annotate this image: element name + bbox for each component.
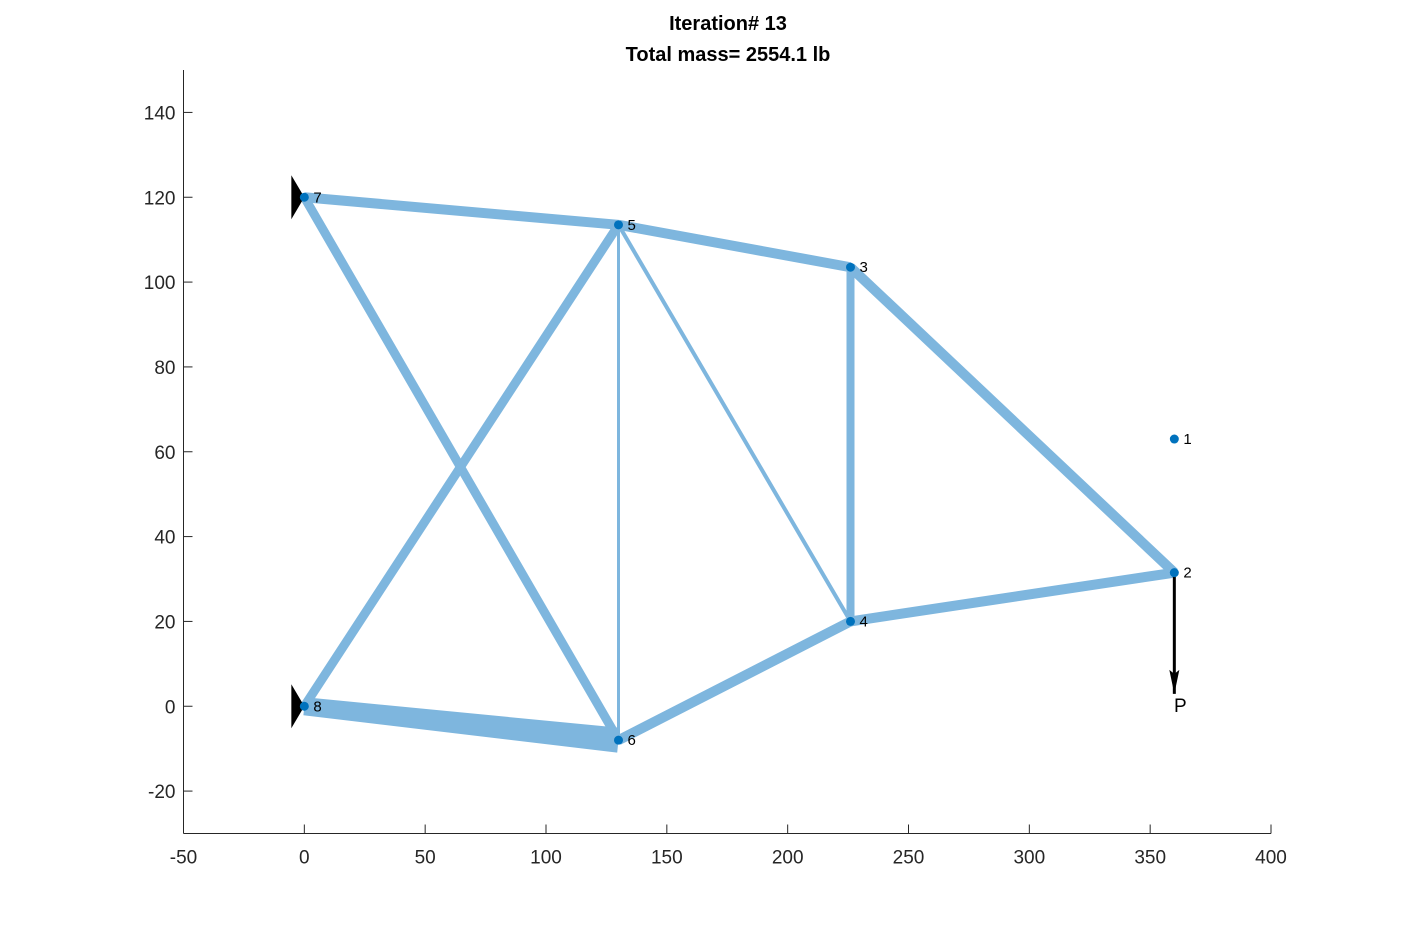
node-3 [846, 262, 855, 272]
x-tick-label: 0 [299, 848, 310, 869]
member-3-2 [847, 263, 1178, 577]
node-6 [614, 735, 623, 745]
y-tick-label: 40 [154, 528, 175, 549]
nodes-layer: 1 2 3 4 5 6 7 8 [299, 189, 1192, 749]
member-8-6 [303, 697, 620, 753]
load-layer: P [1169, 572, 1187, 717]
x-tick-label: 350 [1134, 848, 1166, 869]
x-tick-label: 50 [415, 848, 436, 869]
node-label-7: 7 [313, 189, 321, 206]
node-label-5: 5 [628, 217, 636, 234]
node-label-3: 3 [860, 259, 868, 276]
member-7-5 [303, 192, 619, 230]
y-tick-label: 140 [144, 103, 176, 124]
load-arrow-head [1169, 669, 1180, 694]
supports-layer [291, 175, 305, 729]
node-label-1: 1 [1183, 431, 1191, 448]
node-4 [846, 616, 855, 626]
node-8 [299, 701, 309, 711]
chart-subtitle: Total mass= 2554.1 lb [626, 44, 831, 66]
x-tick-label: 300 [1013, 848, 1045, 869]
node-label-8: 8 [313, 698, 321, 715]
node-label-6: 6 [628, 732, 636, 749]
node-7 [299, 192, 309, 202]
x-tick-label: 250 [893, 848, 925, 869]
member-8-5 [300, 222, 623, 709]
y-tick-label: 0 [165, 697, 176, 718]
node-label-2: 2 [1183, 565, 1191, 582]
y-tick-label: 20 [154, 612, 175, 633]
load-label: P [1174, 696, 1187, 717]
support-node-7 [291, 175, 305, 220]
x-tick-label: 150 [651, 848, 683, 869]
node-label-4: 4 [860, 613, 868, 630]
member-6-4 [616, 616, 853, 745]
member-5-3 [617, 219, 852, 273]
node-1 [1169, 434, 1179, 444]
y-tick-label: 80 [154, 358, 175, 379]
y-tick-label: 100 [144, 273, 176, 294]
y-tick-label: 60 [154, 443, 175, 464]
x-tick-label: 200 [772, 848, 804, 869]
node-5 [614, 220, 623, 230]
x-tick-label: -50 [170, 848, 197, 869]
node-2 [1169, 568, 1179, 578]
ticks-layer: -50 0 50 100 150 200 250 300 350 400 -20 0 20 40 60 80 1… [144, 103, 1287, 868]
member-4-2 [849, 567, 1176, 627]
support-node-8 [291, 684, 305, 729]
member-5-4 [616, 223, 853, 623]
y-tick-label: 120 [144, 188, 176, 209]
y-tick-label: -20 [148, 782, 175, 803]
x-tick-label: 400 [1255, 848, 1287, 869]
members-layer [300, 192, 1178, 753]
chart-title: Iteration# 13 [669, 13, 787, 35]
x-tick-label: 100 [530, 848, 562, 869]
